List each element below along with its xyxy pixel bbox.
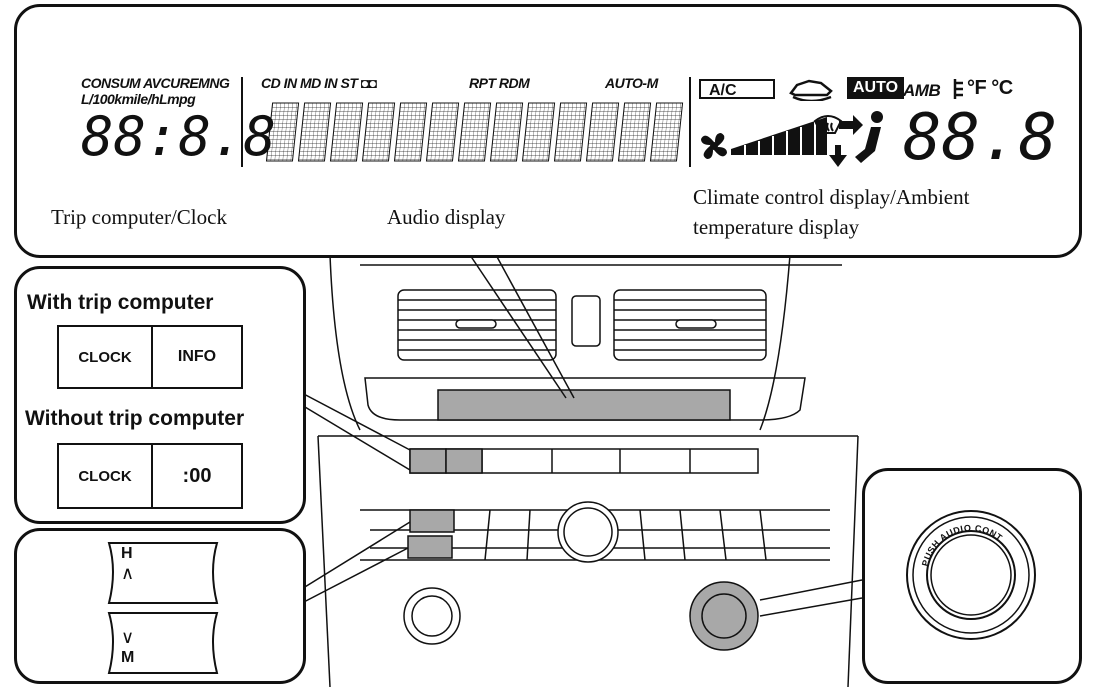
audio-dot-matrix <box>265 102 684 162</box>
knob-callout-panel: PUSH AUDIO CONT <box>862 468 1082 684</box>
auto-m-indicator: AUTO-M <box>605 75 658 91</box>
fan-icon <box>701 133 727 159</box>
lcd-divider-left <box>241 77 243 167</box>
zero-set-button[interactable]: :00 <box>151 443 243 509</box>
audio-control-knob <box>689 581 759 651</box>
units-indicator: L/100kmile/hLmpg <box>81 91 196 107</box>
trip-clock-caption: Trip computer/Clock <box>51 205 227 229</box>
h-label: H <box>121 545 133 562</box>
with-trip-computer-title: With trip computer <box>27 291 214 314</box>
power-volume-knob <box>403 587 461 645</box>
left-air-vent <box>397 289 557 361</box>
clock-digits: 88:8.8 <box>81 105 277 168</box>
ac-indicator: A/C <box>699 79 775 99</box>
info-button-highlight <box>445 448 483 474</box>
lcd-callout-panel: CONSUM AVCUREMNG L/100kmile/hLmpg 88:8.8… <box>14 4 1082 258</box>
right-air-vent <box>613 289 767 361</box>
auto-badge: AUTO <box>847 77 905 99</box>
thermometer-icon <box>953 79 963 99</box>
svg-text:PUSH AUDIO CONT: PUSH AUDIO CONT <box>920 523 1004 567</box>
m-button-highlight <box>407 535 453 559</box>
down-arrow-icon: ∨ <box>121 627 135 647</box>
center-knob <box>557 501 619 563</box>
hm-callout-panel: H ∧ ∨ M <box>14 528 306 684</box>
buttons-callout-panel: With trip computer CLOCK INFO Without tr… <box>14 266 306 524</box>
temp-unit-indicator: °F °C <box>967 77 1013 99</box>
h-button-highlight <box>409 509 455 533</box>
info-button[interactable]: INFO <box>151 325 243 389</box>
audio-control-knob-detail[interactable]: PUSH AUDIO CONT <box>901 505 1041 645</box>
clock-button[interactable]: CLOCK <box>57 325 153 389</box>
rpt-rdm-indicator: RPT RDM <box>469 75 530 91</box>
airflow-person-icon <box>829 111 883 167</box>
climate-caption-line2: temperature display <box>693 215 860 239</box>
lcd-divider-right <box>689 77 691 167</box>
fan-speed-bar <box>731 117 827 155</box>
defroster-icon <box>813 115 843 134</box>
consum-indicator: CONSUM AVCUREMNG <box>81 75 230 91</box>
cd-in-indicator: CD IN MD IN ST ◘◘ <box>261 75 377 91</box>
hazard-button <box>571 295 601 347</box>
climate-caption-line1: Climate control display/Ambient <box>693 185 970 209</box>
m-label: M <box>121 649 135 666</box>
up-arrow-icon: ∧ <box>121 563 135 583</box>
knob-label: PUSH AUDIO CONT <box>920 523 1004 567</box>
amb-indicator: AMB <box>903 81 941 100</box>
clock-button-highlight <box>409 448 447 474</box>
h-button[interactable] <box>105 541 221 605</box>
audio-display-caption: Audio display <box>387 205 506 229</box>
temp-digits: 88.8 <box>903 101 1058 175</box>
recirculation-car-icon <box>789 79 833 101</box>
clock-button-alt[interactable]: CLOCK <box>57 443 153 509</box>
without-trip-computer-title: Without trip computer <box>25 407 245 430</box>
multi-info-display <box>437 389 731 421</box>
m-button[interactable] <box>105 611 221 675</box>
